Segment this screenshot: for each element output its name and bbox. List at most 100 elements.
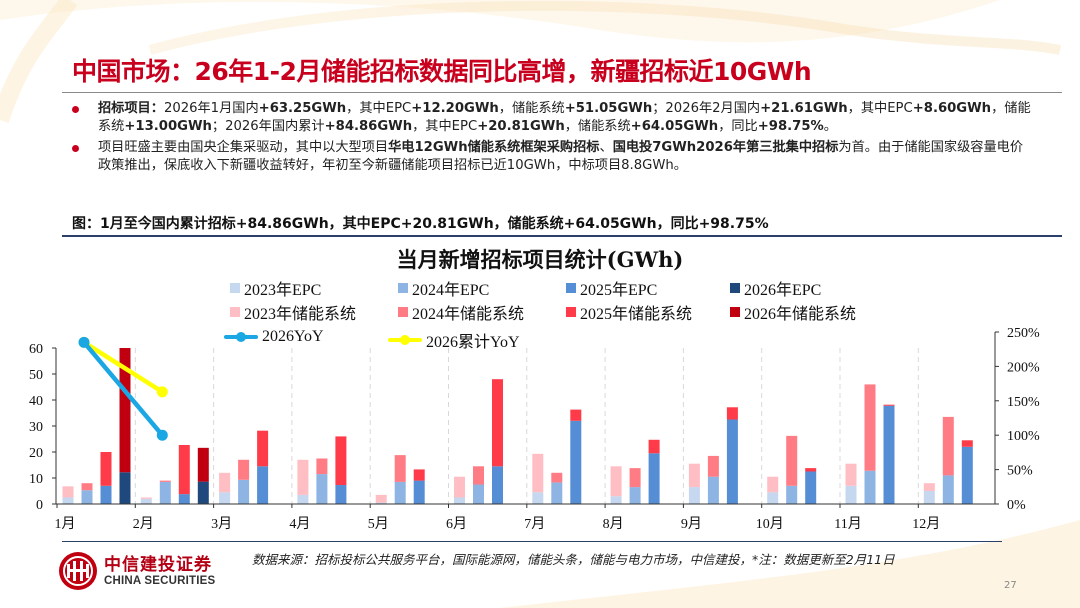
bar-segment-2023-system [140,497,152,499]
bullet-item: 项目旺盛主要由国央企集采驱动，其中以大型项目华电12GWh储能系统框架采购招标、… [72,139,1032,175]
legend-item: 2025年EPC [566,276,657,300]
bullet-dot-icon [72,145,79,152]
line-point-cumulative-yoy [156,386,168,398]
bullet-emphasis: +8.60GWh [912,101,992,116]
bar-segment-2024-system [707,455,719,477]
bar-segment-2025-system [648,439,660,454]
bullet-run: ；2026年2月国内 [652,101,761,116]
y-tick-label: 50 [29,368,43,383]
line-point-yoy [78,336,90,348]
bar-segment-2024-epc [786,485,798,504]
y2-tick-label: 150% [1007,395,1040,410]
y2-tick-label: 100% [1007,429,1040,444]
chart-title: 当月新增招标项目统计(GWh) [396,247,684,272]
bar-segment-2024-system [473,466,484,485]
bar-segment-2025-system [257,430,269,467]
bar-segment-2025-epc [100,485,112,504]
bar-segment-2024-system [81,483,93,491]
legend-label: 2026YoY [262,328,324,345]
bullet-text: 招标项目：2026年1月国内+63.25GWh，其中EPC+12.20GWh，储… [98,101,1031,134]
bar-segment-2023-system [923,483,935,491]
bar-segment-2023-epc [845,485,857,504]
line-series-yoy [81,340,165,438]
bar-segment-2025-epc [648,453,660,504]
legend-label: 2026年EPC [744,282,822,299]
x-tick-label: 4月 [289,516,310,532]
y-tick-label: 60 [29,342,43,357]
bar-segment-2024-epc [159,481,171,504]
x-tick-label: 2月 [133,516,154,532]
figure-divider [62,235,1062,237]
x-tick-label: 6月 [446,516,467,532]
x-tick-label: 12月 [912,516,940,532]
legend-item: 2024年EPC [398,276,489,300]
bar-segment-2024-epc [551,482,563,504]
bullet-emphasis: +13.00GWh [124,119,212,134]
x-tick-label: 3月 [211,516,232,532]
y-tick-label: 10 [29,472,43,487]
legend-label: 2024年储能系统 [412,306,525,323]
legend-swatch-icon [230,283,240,293]
y-tick-label: 20 [29,446,43,461]
bar-segment-2024-system [159,480,171,482]
legend-item: 2025年储能系统 [566,300,692,324]
legend-item: 2023年储能系统 [230,300,356,324]
bar-segment-2023-system [219,472,231,493]
bar-segment-2024-epc [942,475,954,504]
data-source-note: 数据来源：招标投标公共服务平台，国际能源网，储能头条，储能与电力市场，中信建投，… [252,552,895,567]
x-tick-label: 5月 [368,516,389,532]
bullet-emphasis: +20.81GWh [477,119,565,134]
bar-segment-2025-epc [178,494,190,504]
y2-tick-label: 0% [1007,498,1026,513]
logo-english-name: CHINA SECURITIES [104,574,216,587]
bullet-run: ，储能系统 [98,101,1031,134]
bar-segment-2025-epc [726,419,738,504]
company-logo: 中信建投证券 CHINA SECURITIES [58,551,215,591]
bar-segment-2026-system [197,447,209,482]
bullet-list: 招标项目：2026年1月国内+63.25GWh，其中EPC+12.20GWh，储… [72,100,1032,178]
bullet-emphasis: 国电投7GWh2026年第三批集中招标 [612,140,839,155]
legend-item: 2026年EPC [730,276,821,300]
slide-title: 中国市场：26年1-2月储能招标数据同比高增，新疆招标近10GWh [72,57,812,86]
bar-segment-2023-system [767,476,779,493]
bullet-run: ，其中EPC [412,119,478,134]
legend-line-marker-icon [224,332,258,342]
legend-swatch-icon [566,283,576,293]
bar-segment-2025-epc [492,466,503,504]
bullet-run: 、 [599,140,613,155]
bar-segment-2023-epc [610,496,622,504]
bullet-run: ，储能系统 [564,119,631,134]
bar-segment-2025-epc [961,446,973,504]
bullet-emphasis: +84.86GWh [324,119,413,134]
bar-segment-2026-system [119,348,131,473]
y2-tick-label: 50% [1007,464,1033,479]
legend-item: 2026累计YoY [388,328,520,352]
y-tick-label: 30 [29,420,43,435]
bullet-run: 。 [823,119,837,134]
bar-segment-2025-system [726,407,738,420]
bar-segment-2024-epc [864,470,876,504]
bar-segment-2023-system [610,466,622,497]
bar-segment-2026-epc [197,481,209,504]
bar-segment-2024-epc [473,484,484,504]
bullet-run: 项目旺盛主要由国央企集采驱动，其中以大型项目 [98,140,389,155]
bar-segment-2025-system [492,379,503,467]
bar-segment-2024-epc [629,487,641,504]
figure-caption: 图：1月至今国内累计招标+84.86GWh，其中EPC+20.81GWh，储能系… [72,216,769,232]
title-divider [62,92,1062,93]
bar-segment-2023-epc [297,494,309,504]
legend-item: 2026年储能系统 [730,300,856,324]
bar-segment-2023-system [532,453,544,493]
bar-segment-2023-epc [688,487,700,504]
bullet-emphasis: 华电12GWh储能系统框架采购招标 [388,140,600,155]
x-tick-label: 9月 [681,516,702,532]
bar-segment-2025-system [570,409,582,421]
bar-segment-2023-epc [532,492,544,504]
bullet-item: 招标项目：2026年1月国内+63.25GWh，其中EPC+12.20GWh，储… [72,100,1032,136]
legend-label: 2025年EPC [580,282,658,299]
bar-segment-2024-epc [316,474,328,504]
legend-label: 2024年EPC [412,282,490,299]
line-series-cumulative-yoy [81,340,165,395]
logo-chinese-name: 中信建投证券 [104,554,212,575]
bar-segment-2024-system [629,468,641,488]
